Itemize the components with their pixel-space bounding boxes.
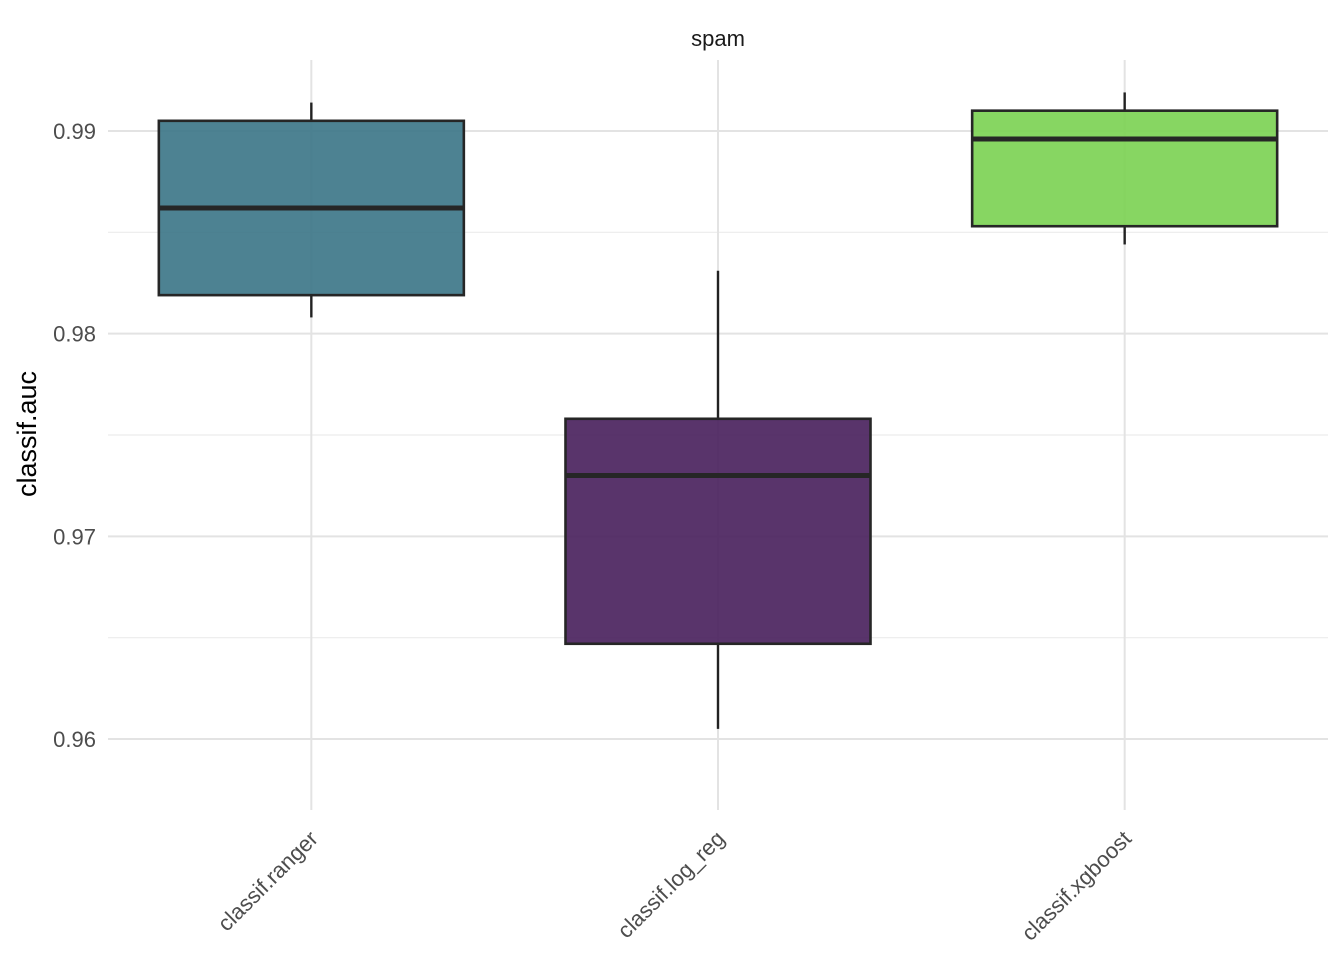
- y-tick-label: 0.98: [53, 322, 96, 347]
- y-tick-label: 0.99: [53, 119, 96, 144]
- x-axis-ticks: classif.ranger classif.log_reg classif.xgb…: [213, 826, 1137, 946]
- x-tick-label: classif.log_reg: [612, 826, 729, 943]
- box-classif.log_reg: [564, 270, 872, 729]
- y-axis-title: classif.auc: [12, 371, 42, 497]
- y-axis-ticks: 0.96 0.97 0.98 0.99: [53, 119, 96, 752]
- x-tick-label: classif.ranger: [213, 826, 323, 936]
- box-classif.xgboost: [970, 92, 1279, 245]
- x-tick-label: classif.xgboost: [1016, 826, 1136, 946]
- box-body: [970, 109, 1279, 228]
- y-tick-label: 0.97: [53, 524, 96, 549]
- box-series: [157, 92, 1279, 729]
- facet-title: spam: [691, 26, 745, 51]
- y-tick-label: 0.96: [53, 727, 96, 752]
- box-classif.ranger: [157, 102, 466, 318]
- box-body: [564, 417, 872, 646]
